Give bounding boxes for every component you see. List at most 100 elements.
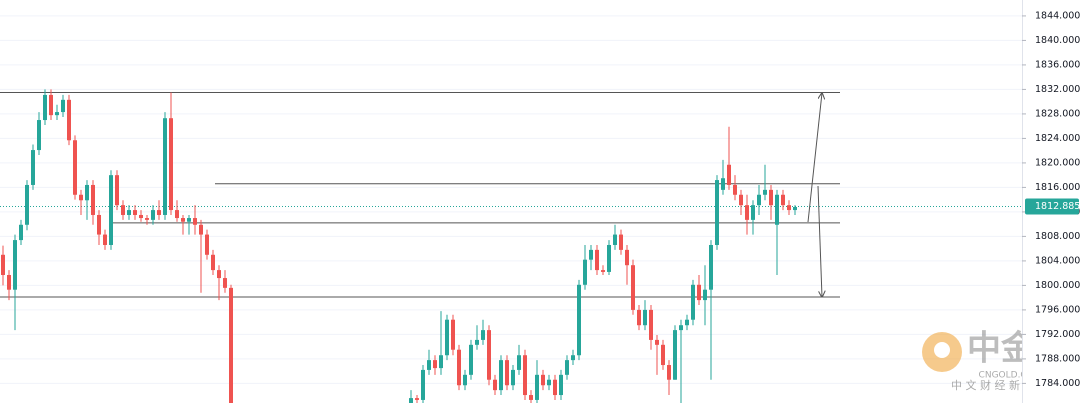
candle-body	[133, 210, 137, 215]
candle-body	[451, 319, 455, 350]
candle-body	[721, 178, 725, 190]
candle-body	[667, 365, 671, 380]
arrow-up	[807, 93, 822, 223]
candle-body	[769, 189, 773, 206]
y-tick-label: 1816.000	[1035, 182, 1080, 193]
candle-body	[751, 205, 755, 220]
candle-body	[103, 234, 107, 245]
y-tick-label: 1784.000	[1035, 378, 1080, 389]
candle-body	[61, 99, 65, 113]
grid	[0, 15, 1022, 384]
candle-body	[25, 184, 29, 225]
candle-body	[199, 224, 203, 235]
candle-body	[655, 339, 659, 345]
candle-body	[739, 194, 743, 206]
candle-body	[55, 112, 59, 116]
last-price-label: 1812.885	[1035, 201, 1080, 212]
last-price-box	[1025, 198, 1079, 215]
candle-body	[445, 319, 449, 356]
candle-body	[553, 379, 557, 396]
candle-body	[541, 374, 545, 386]
candle-body	[631, 265, 635, 310]
candle-body	[439, 355, 443, 369]
candle-body	[601, 270, 605, 272]
candle-body	[49, 94, 53, 116]
candle-body	[139, 214, 143, 219]
candle-body	[67, 99, 71, 141]
y-tick-label: 1840.000	[1035, 35, 1080, 46]
candle-body	[121, 205, 125, 215]
candle-body	[223, 278, 227, 288]
candle-body	[649, 309, 653, 340]
candle-body	[775, 194, 779, 225]
candle-body	[7, 274, 11, 290]
candle-body	[583, 259, 587, 285]
candle-body	[733, 184, 737, 195]
domain: CNGOLD.COM.CN	[979, 371, 1058, 381]
candle-body	[91, 184, 95, 215]
candle-body	[427, 360, 431, 370]
y-tick-label: 1844.000	[1035, 10, 1080, 21]
candle-body	[745, 205, 749, 220]
candle-body	[73, 140, 77, 195]
candle-body	[595, 249, 599, 271]
candle-body	[607, 244, 611, 272]
candle-body	[679, 325, 683, 331]
candle-body	[205, 234, 209, 255]
candle-body	[673, 330, 677, 380]
candle-body	[547, 379, 551, 386]
y-tick-label: 1836.000	[1035, 59, 1080, 70]
candle-body	[97, 214, 101, 235]
candle-body	[19, 224, 23, 241]
candle-body	[13, 240, 17, 290]
y-tick-label: 1820.000	[1035, 157, 1080, 168]
candle-body	[193, 218, 197, 225]
y-tick-label: 1824.000	[1035, 133, 1080, 144]
candle-body	[565, 360, 569, 375]
candle-body	[499, 360, 503, 391]
y-tick-label: 1832.000	[1035, 84, 1080, 95]
candle-body	[637, 309, 641, 326]
candle-body	[511, 369, 515, 386]
candle-body	[151, 210, 155, 220]
candle-body	[757, 194, 761, 206]
price-axis: 1844.000 1840.000 1836.000 1832.000 1828.000…	[1022, 0, 1080, 403]
candle-body	[169, 118, 173, 211]
candle-body	[703, 289, 707, 301]
y-tick-label: 1796.000	[1035, 304, 1080, 315]
y-tick-label: 1804.000	[1035, 255, 1080, 266]
candle-body	[691, 284, 695, 320]
candle-body	[763, 189, 767, 195]
candle-body	[517, 355, 521, 370]
candle-body	[127, 210, 131, 215]
candle-body	[523, 355, 527, 396]
candle-body	[613, 234, 617, 245]
candle-body	[415, 398, 419, 400]
y-tick-label: 1792.000	[1035, 329, 1080, 340]
candle-body	[535, 374, 539, 400]
candle-body	[793, 207, 797, 211]
y-tick-label: 1828.000	[1035, 108, 1080, 119]
candle-body	[475, 339, 479, 345]
candle-body	[85, 184, 89, 201]
candle-body	[685, 319, 689, 326]
candle-body	[37, 120, 41, 151]
candle-body	[709, 244, 713, 290]
candle-body	[217, 270, 221, 279]
candle-body	[715, 180, 719, 245]
candle-body	[697, 284, 701, 301]
candle-body	[727, 164, 731, 185]
candle-body	[229, 287, 233, 403]
candle-body	[1, 254, 5, 275]
candle-body	[577, 284, 581, 356]
candle-body	[109, 175, 113, 245]
candle-body	[187, 218, 191, 222]
candle-body	[157, 210, 161, 215]
candle-body	[625, 249, 629, 266]
candle-body	[421, 369, 425, 400]
candle-body	[643, 309, 647, 326]
candle-body	[529, 395, 533, 400]
candle-body	[409, 398, 413, 403]
candle-body	[481, 330, 485, 340]
candle-body	[163, 118, 167, 215]
